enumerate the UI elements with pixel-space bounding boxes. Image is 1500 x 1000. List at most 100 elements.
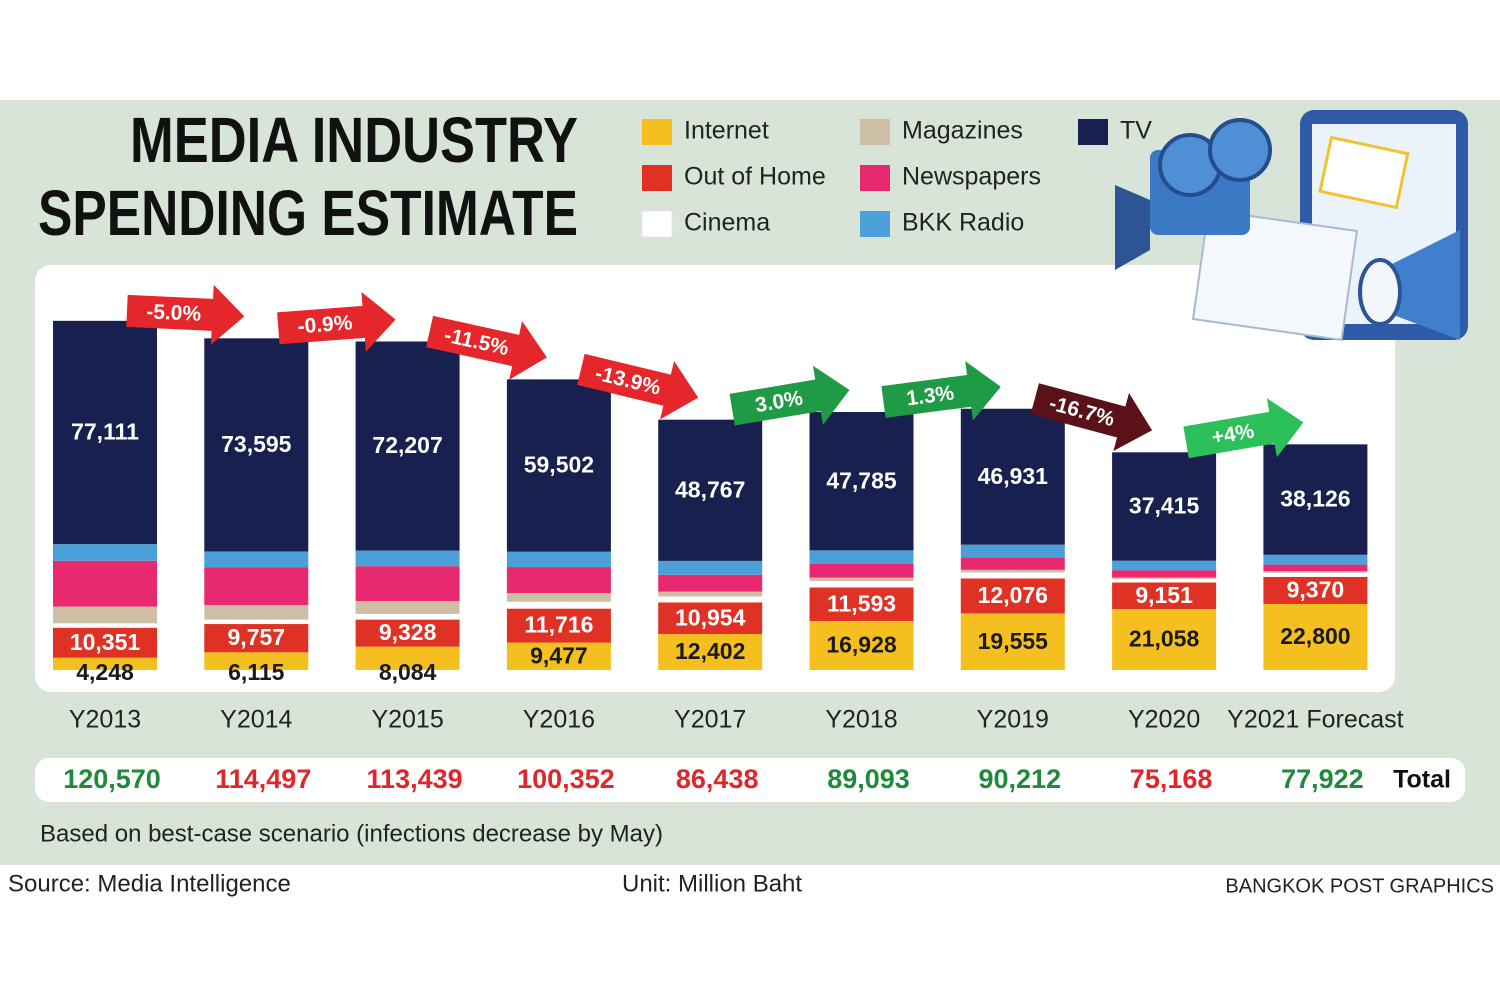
bar-segment (809, 620, 914, 670)
bar-segment (1263, 572, 1368, 577)
bar-segment (355, 600, 460, 615)
value-label: 77,111 (71, 419, 139, 445)
change-label: -0.9% (297, 311, 354, 338)
source: Source: Media Intelligence (8, 870, 291, 897)
bar-segment (204, 338, 309, 552)
value-label: 10,954 (675, 604, 746, 630)
total-label: 100,352 (517, 764, 615, 794)
arrow-shape (577, 353, 699, 420)
legend-label: Magazines (902, 117, 1023, 145)
bar-segment (1112, 582, 1217, 610)
bar-segment (204, 619, 309, 625)
legend-swatch (642, 119, 672, 145)
value-label: 46,931 (978, 463, 1049, 489)
bar-segment (53, 623, 157, 628)
bar-segment (506, 601, 611, 609)
bar-segment (1112, 609, 1217, 670)
bar-segment (506, 551, 611, 568)
note: Based on best-case scenario (infections … (40, 820, 663, 847)
bar-segment (960, 408, 1065, 545)
bar-segment (506, 593, 611, 602)
bar-segment (355, 341, 460, 551)
bar-segment (1263, 444, 1368, 555)
legend-swatch (860, 211, 890, 237)
bar-segment (506, 608, 611, 643)
bar-segment (355, 550, 460, 567)
bar-segment (53, 320, 157, 545)
bar-segment (1112, 577, 1217, 579)
value-label: 73,595 (221, 431, 292, 457)
bar-segment (204, 605, 309, 620)
unit: Unit: Million Baht (622, 870, 802, 897)
total-label: 77,922 (1281, 764, 1364, 794)
bar-segment (960, 569, 1065, 573)
total-label: 89,093 (827, 764, 910, 794)
bar-segment (960, 557, 1065, 570)
legend-swatch (1078, 119, 1108, 145)
bar-segment (658, 596, 763, 603)
legend-label: Cinema (684, 209, 770, 237)
bar-segment (658, 634, 763, 670)
bar-segment (658, 574, 763, 592)
change-arrow: -0.9% (277, 291, 396, 352)
value-label: 9,151 (1135, 582, 1193, 608)
bar-segment (809, 577, 914, 582)
legend-swatch (642, 165, 672, 191)
bar-segment (506, 379, 611, 552)
value-label: 38,126 (1280, 486, 1350, 512)
chart-title: MEDIA INDUSTRY (130, 104, 578, 176)
bar-segment (355, 619, 460, 647)
bar-segment (1263, 571, 1368, 573)
value-label: 48,767 (675, 476, 745, 502)
bar-segment (53, 627, 157, 658)
x-tick-label: Y2021 Forecast (1227, 706, 1404, 734)
bar-segment (1112, 560, 1217, 571)
legend-swatch (860, 165, 890, 191)
value-label: 37,415 (1129, 493, 1200, 519)
bar-segment (355, 614, 460, 620)
bar-segment (809, 563, 914, 578)
value-label: 11,593 (827, 590, 896, 616)
arrow-shape (1183, 398, 1304, 459)
arrow-shape (277, 291, 396, 352)
bar-segment (506, 567, 611, 594)
x-tick-label: Y2018 (825, 706, 897, 734)
legend-label: Internet (684, 117, 769, 145)
bar-segment (809, 581, 914, 588)
total-label: 113,439 (367, 764, 463, 794)
change-label: -5.0% (146, 300, 202, 326)
value-label: 10,351 (70, 629, 141, 655)
value-label: 47,785 (826, 467, 897, 493)
bar-segment (355, 646, 460, 670)
bar-segment (1263, 576, 1368, 604)
total-label: 114,497 (215, 764, 311, 794)
bar-segment (53, 657, 157, 670)
bar-segment (204, 652, 309, 670)
bar-segment (204, 624, 309, 653)
bar-segment (1263, 554, 1368, 565)
bar-segment (960, 613, 1065, 670)
bar-segment (960, 544, 1065, 558)
change-arrow: 1.3% (881, 361, 1001, 421)
x-tick-label: Y2019 (977, 706, 1049, 734)
bar-segment (960, 572, 1065, 579)
x-tick-label: Y2015 (371, 706, 443, 734)
value-label: 12,076 (978, 582, 1048, 608)
arrow-shape (1030, 383, 1153, 451)
total-label: 86,438 (676, 764, 759, 794)
bar-segment (53, 544, 157, 561)
bar-segment (658, 560, 763, 575)
bar-segment (658, 419, 763, 561)
bar-segment (1263, 603, 1368, 670)
legend-label: Newspapers (902, 163, 1041, 191)
value-label: 22,800 (1280, 623, 1350, 649)
legend-label: Out of Home (684, 163, 826, 191)
arrow-shape (126, 284, 245, 345)
bar-segment (1112, 578, 1217, 583)
legend-swatch (860, 119, 890, 145)
arrow-shape (881, 361, 1001, 421)
x-tick-label: Y2014 (220, 706, 292, 734)
bar-segment (355, 566, 460, 601)
value-label: 4,248 (76, 659, 134, 685)
bar-segment (809, 587, 914, 621)
